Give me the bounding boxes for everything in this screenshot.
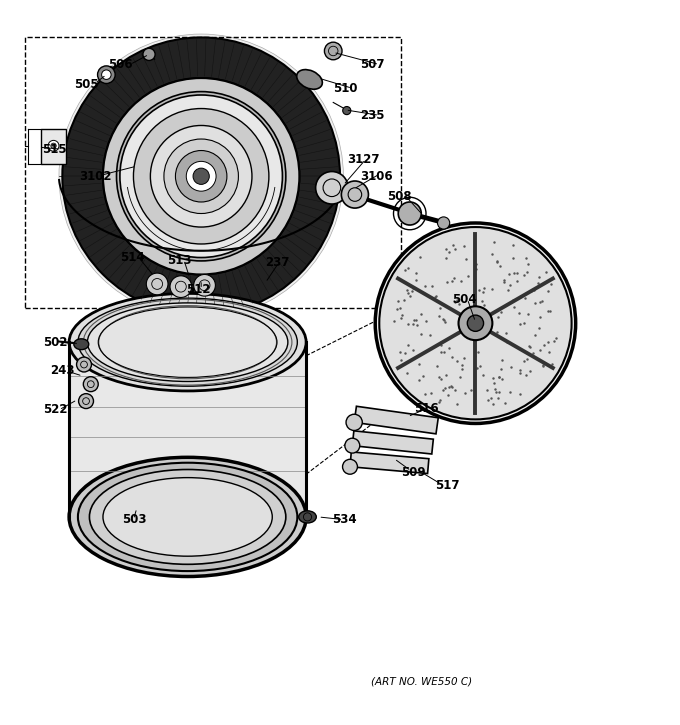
Text: 502: 502 [44,336,68,349]
Circle shape [341,181,369,208]
Ellipse shape [343,460,358,474]
Text: 513: 513 [167,254,192,268]
Text: 508: 508 [388,190,412,203]
Circle shape [164,139,239,213]
Text: 504: 504 [452,293,477,306]
Circle shape [48,141,59,152]
Bar [25,38,401,308]
Circle shape [59,34,343,318]
Circle shape [170,276,192,297]
Circle shape [343,107,351,115]
Ellipse shape [346,414,362,431]
Circle shape [186,162,216,191]
Text: 516: 516 [415,402,439,415]
Text: 3127: 3127 [347,153,379,166]
Circle shape [398,202,422,225]
Circle shape [116,91,286,261]
Text: 235: 235 [360,109,385,122]
Circle shape [97,66,115,83]
Ellipse shape [103,478,272,556]
Text: 507: 507 [360,58,385,71]
Text: 237: 237 [265,256,290,269]
Polygon shape [69,342,306,518]
Ellipse shape [69,457,306,576]
Circle shape [101,70,111,80]
Circle shape [324,42,342,59]
Circle shape [63,38,340,315]
Circle shape [375,223,576,423]
Text: 506: 506 [108,58,133,71]
Ellipse shape [345,438,360,453]
Polygon shape [352,431,433,454]
Text: 514: 514 [120,251,145,264]
Circle shape [79,394,93,409]
Text: 505: 505 [75,78,99,91]
Text: 3106: 3106 [360,170,393,183]
Circle shape [146,273,168,295]
Text: 534: 534 [332,513,356,526]
Circle shape [143,49,155,60]
Ellipse shape [69,294,306,391]
Circle shape [103,78,299,275]
Circle shape [84,377,98,392]
Text: 522: 522 [44,403,68,416]
Circle shape [194,275,216,296]
Circle shape [77,357,91,372]
Circle shape [379,227,572,419]
Polygon shape [350,452,429,473]
Circle shape [437,217,449,229]
Polygon shape [354,406,438,434]
Text: (ART NO. WE550 C): (ART NO. WE550 C) [371,676,472,686]
Text: 509: 509 [401,465,426,478]
Bar [41,129,67,164]
Ellipse shape [74,339,89,349]
Circle shape [175,151,227,202]
Circle shape [150,125,252,227]
Circle shape [133,109,269,244]
Text: 512: 512 [186,283,210,296]
Text: 515: 515 [42,143,67,156]
Circle shape [103,78,299,275]
Circle shape [120,95,282,257]
Ellipse shape [296,70,322,89]
Text: 243: 243 [50,364,75,377]
Circle shape [193,168,209,184]
Text: 510: 510 [333,82,358,95]
Circle shape [51,143,56,149]
Text: 503: 503 [122,513,146,526]
Text: 3102: 3102 [80,170,112,183]
Ellipse shape [78,298,297,386]
Circle shape [316,172,348,204]
Ellipse shape [90,470,286,564]
Circle shape [467,315,483,331]
Text: 517: 517 [435,479,459,492]
Circle shape [458,306,492,340]
Ellipse shape [78,463,297,571]
Ellipse shape [88,303,288,381]
Ellipse shape [299,511,316,523]
